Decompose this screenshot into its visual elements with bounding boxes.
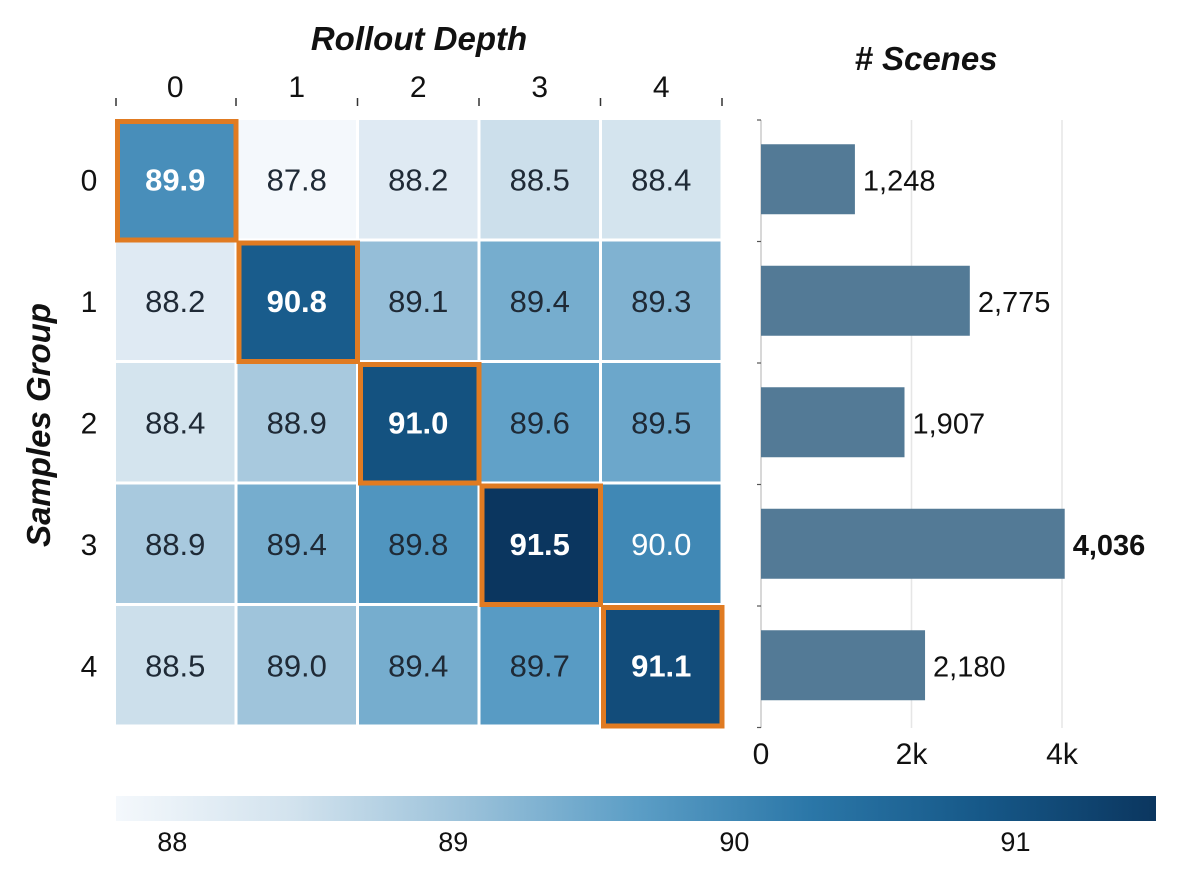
heatmap-cell-label: 88.5 <box>510 162 570 197</box>
diagonal-highlights <box>115 119 725 729</box>
x-tick-label: 4 <box>653 71 670 104</box>
x-tick-label: 3 <box>531 71 548 104</box>
heatmap-cell-label: 89.5 <box>631 405 691 440</box>
heatmap-cell-r0-c3 <box>480 120 599 239</box>
highlight-border <box>358 362 482 486</box>
x-tick-labels: 0 1 2 3 4 <box>115 71 723 106</box>
y-tick-label: 2 <box>81 407 98 440</box>
heatmap-cell-r1-c3 <box>480 241 599 360</box>
heatmap-cell-label: 91.1 <box>631 648 691 683</box>
y-tick-label: 0 <box>81 164 98 197</box>
bar-value-label: 1,907 <box>913 408 986 440</box>
y-axis-title: Samples Group <box>20 303 57 547</box>
heatmap-cell-r0-c4 <box>602 120 721 239</box>
bar <box>761 387 905 458</box>
heatmap-cell-r4-c3 <box>480 606 599 725</box>
colorbar-tick-label: 91 <box>1000 827 1030 857</box>
heatmap-cell-r2-c1 <box>237 363 356 482</box>
heatmap-cell-r1-c2 <box>359 241 478 360</box>
bar-x-tick-label: 4k <box>1046 738 1079 771</box>
heatmap-cell-label: 90.0 <box>631 527 691 562</box>
highlight-border <box>115 119 239 243</box>
highlight-border <box>601 605 725 729</box>
heatmap-cell-r2-c3 <box>480 363 599 482</box>
heatmap-cell-r0-c0 <box>116 120 235 239</box>
heatmap-cell-r3-c1 <box>237 484 356 603</box>
heatmap-cell-r4-c4 <box>602 606 721 725</box>
bar-value-label: 1,248 <box>863 165 936 197</box>
bar <box>761 508 1065 579</box>
heatmap-cell-label: 89.1 <box>388 284 448 319</box>
heatmap-cell-r3-c2 <box>359 484 478 603</box>
bars: 1,248 2,775 1,907 4,036 2,180 <box>761 144 1146 701</box>
heatmap-cell-r1-c0 <box>116 241 235 360</box>
heatmap-cell-r0-c1 <box>237 120 356 239</box>
x-tick-label: 2 <box>410 71 427 104</box>
heatmap-cell-r2-c4 <box>602 363 721 482</box>
highlight-border <box>479 483 603 607</box>
heatmap-cell-label: 88.2 <box>145 284 205 319</box>
heatmap-cell-r4-c0 <box>116 606 235 725</box>
heatmap-cell-r3-c0 <box>116 484 235 603</box>
x-tick-label: 1 <box>288 71 305 104</box>
colorbar-tick-label: 88 <box>157 827 187 857</box>
y-tick-label: 4 <box>81 650 98 683</box>
bar-value-label: 2,180 <box>933 651 1006 683</box>
y-tick-label: 3 <box>81 529 98 562</box>
heatmap-cell-r4-c2 <box>359 606 478 725</box>
heatmap-cell-label: 89.4 <box>510 284 570 319</box>
heatmap-cell-label: 88.2 <box>388 162 448 197</box>
bar-value-label: 2,775 <box>978 287 1051 319</box>
bar-chart-title: # Scenes <box>854 40 997 77</box>
highlight-border <box>236 240 360 364</box>
heatmap-cell-r0-c2 <box>359 120 478 239</box>
heatmap-cell-r4-c1 <box>237 606 356 725</box>
heatmap-cell-label: 91.5 <box>510 527 570 562</box>
bar <box>761 265 970 336</box>
heatmap: 89.9 87.8 88.2 88.5 88.4 88.2 90.8 89.1 89.4 89.3… <box>116 120 721 725</box>
colorbar <box>116 796 1156 821</box>
y-tick-labels: 0 1 2 3 4 <box>81 164 98 683</box>
heatmap-cell-label: 88.9 <box>145 527 205 562</box>
heatmap-cell-label: 88.4 <box>145 405 205 440</box>
bar-value-label: 4,036 <box>1073 530 1146 562</box>
heatmap-cell-label: 90.8 <box>267 284 327 319</box>
bar <box>761 630 926 701</box>
heatmap-cell-r2-c2 <box>359 363 478 482</box>
heatmap-cell-label: 89.7 <box>510 648 570 683</box>
heatmap-cell-r1-c4 <box>602 241 721 360</box>
heatmap-cell-label: 88.5 <box>145 648 205 683</box>
heatmap-cell-r2-c0 <box>116 363 235 482</box>
bar-x-tick-label: 2k <box>896 738 929 771</box>
heatmap-cell-r1-c1 <box>237 241 356 360</box>
bar-x-tick-label: 0 <box>753 738 770 771</box>
x-axis-title: Rollout Depth <box>311 20 527 57</box>
heatmap-cell-label: 89.9 <box>145 162 205 197</box>
heatmap-cell-label: 88.4 <box>631 162 691 197</box>
heatmap-cell-r3-c4 <box>602 484 721 603</box>
colorbar-tick-label: 90 <box>719 827 749 857</box>
heatmap-cell-label: 89.4 <box>267 527 327 562</box>
colorbar-tick-label: 89 <box>438 827 468 857</box>
y-tick-label: 1 <box>81 286 98 319</box>
bar-x-tick-labels: 0 2k 4k <box>753 738 1079 771</box>
heatmap-cell-label: 88.9 <box>267 405 327 440</box>
heatmap-cell-label: 91.0 <box>388 405 448 440</box>
heatmap-cell-label: 87.8 <box>267 162 327 197</box>
bar <box>761 144 855 215</box>
heatmap-cell-label: 89.0 <box>267 648 327 683</box>
heatmap-cell-label: 89.6 <box>510 405 570 440</box>
heatmap-cell-label: 89.4 <box>388 648 448 683</box>
heatmap-cell-r3-c3 <box>480 484 599 603</box>
x-tick-label: 0 <box>167 71 184 104</box>
heatmap-cell-label: 89.8 <box>388 527 448 562</box>
heatmap-cell-label: 89.3 <box>631 284 691 319</box>
colorbar-tick-labels: 88 89 90 91 <box>157 827 1030 857</box>
